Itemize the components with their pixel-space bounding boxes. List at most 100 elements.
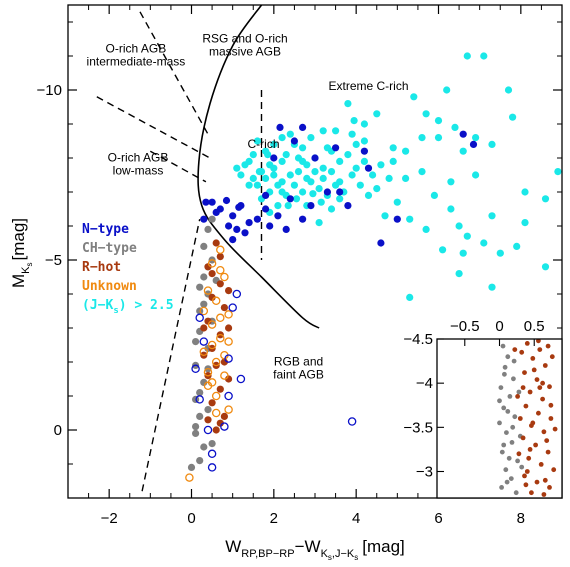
inset-data-point [517, 416, 523, 421]
data-point [377, 161, 385, 169]
xlabel-w2-sub: K [321, 548, 329, 560]
legend: N−type CH−type R−hot Unknown (J−Ks) > 2.5 [82, 222, 174, 316]
data-point [352, 164, 360, 172]
data-point [208, 215, 216, 223]
inset-data-point [515, 394, 520, 399]
inset-plot: −0.5 0 0.5 −3 −3.5 −4 −4.5 [403, 318, 563, 499]
inset-data-point [551, 467, 557, 473]
inset-y-tick-label: −3.5 [403, 419, 433, 436]
inset-data-point [502, 364, 508, 370]
data-point [360, 120, 368, 128]
data-point [236, 374, 246, 384]
data-point [195, 395, 204, 404]
region-label: O-rich AGB low-mass [108, 150, 169, 177]
data-point [447, 205, 455, 213]
data-point [216, 245, 225, 255]
data-point [255, 168, 263, 176]
inset-axis-ticks: −0.5 0 0.5 −3 −3.5 −4 −4.5 [403, 318, 544, 481]
data-point [224, 354, 233, 363]
series-group [200, 123, 478, 247]
data-point [196, 457, 204, 465]
inset-data-point [511, 376, 516, 382]
data-point [327, 168, 336, 176]
data-point [185, 473, 194, 482]
inset-data-point [537, 347, 543, 352]
data-point [274, 202, 282, 210]
data-point [270, 154, 278, 162]
data-point [229, 236, 237, 244]
data-point [200, 215, 208, 223]
x-tick-label: 8 [517, 510, 525, 527]
data-point [225, 287, 233, 295]
data-point [480, 239, 488, 247]
data-point [208, 399, 216, 407]
data-point [211, 296, 221, 306]
data-point [323, 188, 331, 196]
data-point [488, 140, 496, 148]
y-tick-label: −5 [45, 252, 62, 269]
data-point [344, 151, 352, 159]
data-point [373, 110, 381, 118]
legend-label: N−type [82, 222, 129, 237]
data-point [299, 188, 307, 196]
data-point [348, 130, 356, 138]
boundary-dashed-line [96, 96, 211, 159]
inset-data-point [524, 469, 530, 474]
data-point [356, 181, 364, 189]
data-point [216, 265, 225, 275]
data-point [439, 246, 447, 254]
inset-data-point [540, 380, 545, 386]
xlabel-w1-sub: RP,BP−RP [241, 548, 294, 560]
data-point [422, 225, 430, 233]
inset-data-point [513, 490, 519, 496]
data-point [336, 188, 344, 196]
main-data-points [185, 52, 562, 482]
data-point [504, 86, 513, 94]
data-point [211, 408, 221, 418]
data-point [203, 286, 213, 295]
data-point [434, 134, 443, 142]
data-point [393, 198, 401, 206]
x-tick-label: 0 [187, 510, 195, 527]
data-point [249, 174, 257, 182]
inset-data-point [501, 442, 507, 448]
data-point [554, 168, 562, 176]
inset-data-point [531, 367, 537, 373]
data-point [253, 137, 261, 145]
inset-y-tick-label: −4 [416, 375, 433, 392]
data-point [443, 86, 451, 94]
data-point [459, 147, 467, 155]
data-point [270, 171, 278, 179]
inset-data-point [507, 394, 513, 399]
inset-data-point [519, 464, 525, 470]
legend-entry: R−hot [82, 260, 121, 275]
data-point [311, 168, 319, 176]
data-point [220, 371, 229, 380]
xlabel-w2-subsub2: s [354, 553, 358, 562]
data-point [245, 157, 253, 165]
legend-label: CH−type [82, 241, 137, 256]
data-point [203, 425, 213, 435]
data-point [253, 181, 261, 189]
data-point [521, 219, 529, 227]
data-point [200, 378, 208, 386]
data-point [245, 181, 253, 189]
inset-data-point [516, 451, 522, 457]
data-point [211, 357, 221, 367]
inset-data-point [536, 339, 541, 344]
xlabel-w1: W [225, 537, 241, 556]
data-point [225, 222, 233, 230]
legend-label-tail: ) > 2.5 [119, 298, 174, 313]
data-point [196, 283, 204, 291]
data-point [224, 310, 233, 319]
data-point [508, 113, 517, 121]
boundary-curve [197, 5, 320, 329]
data-point [336, 178, 344, 186]
inset-data-point [501, 405, 507, 411]
data-point [455, 270, 463, 278]
data-point [207, 378, 217, 387]
data-point [299, 144, 307, 152]
data-point [319, 164, 327, 172]
inset-series-group [497, 343, 525, 496]
